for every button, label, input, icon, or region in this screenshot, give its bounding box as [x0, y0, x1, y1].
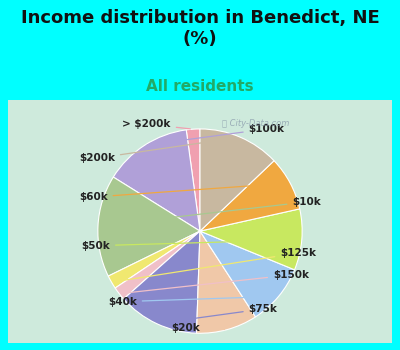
Wedge shape: [186, 129, 200, 231]
Wedge shape: [200, 129, 274, 231]
Text: $20k: $20k: [171, 323, 224, 334]
Wedge shape: [98, 177, 200, 276]
Text: ⓘ City-Data.com: ⓘ City-Data.com: [222, 119, 290, 128]
Wedge shape: [113, 130, 200, 231]
Text: $10k: $10k: [101, 197, 321, 226]
Wedge shape: [115, 231, 200, 299]
Wedge shape: [200, 209, 302, 270]
Text: $60k: $60k: [79, 183, 287, 202]
Wedge shape: [124, 231, 200, 333]
Text: > $200k: > $200k: [122, 119, 190, 129]
Text: $150k: $150k: [122, 270, 309, 293]
Wedge shape: [200, 231, 294, 317]
Wedge shape: [108, 231, 200, 288]
Wedge shape: [196, 231, 256, 333]
Text: $75k: $75k: [159, 304, 278, 323]
Text: $40k: $40k: [108, 296, 276, 307]
Text: $100k: $100k: [147, 124, 285, 145]
Text: $50k: $50k: [81, 240, 299, 251]
Text: $125k: $125k: [114, 248, 316, 282]
Text: Income distribution in Benedict, NE
(%): Income distribution in Benedict, NE (%): [21, 9, 379, 48]
Text: $200k: $200k: [79, 138, 238, 163]
Wedge shape: [200, 161, 300, 231]
Text: All residents: All residents: [146, 79, 254, 94]
